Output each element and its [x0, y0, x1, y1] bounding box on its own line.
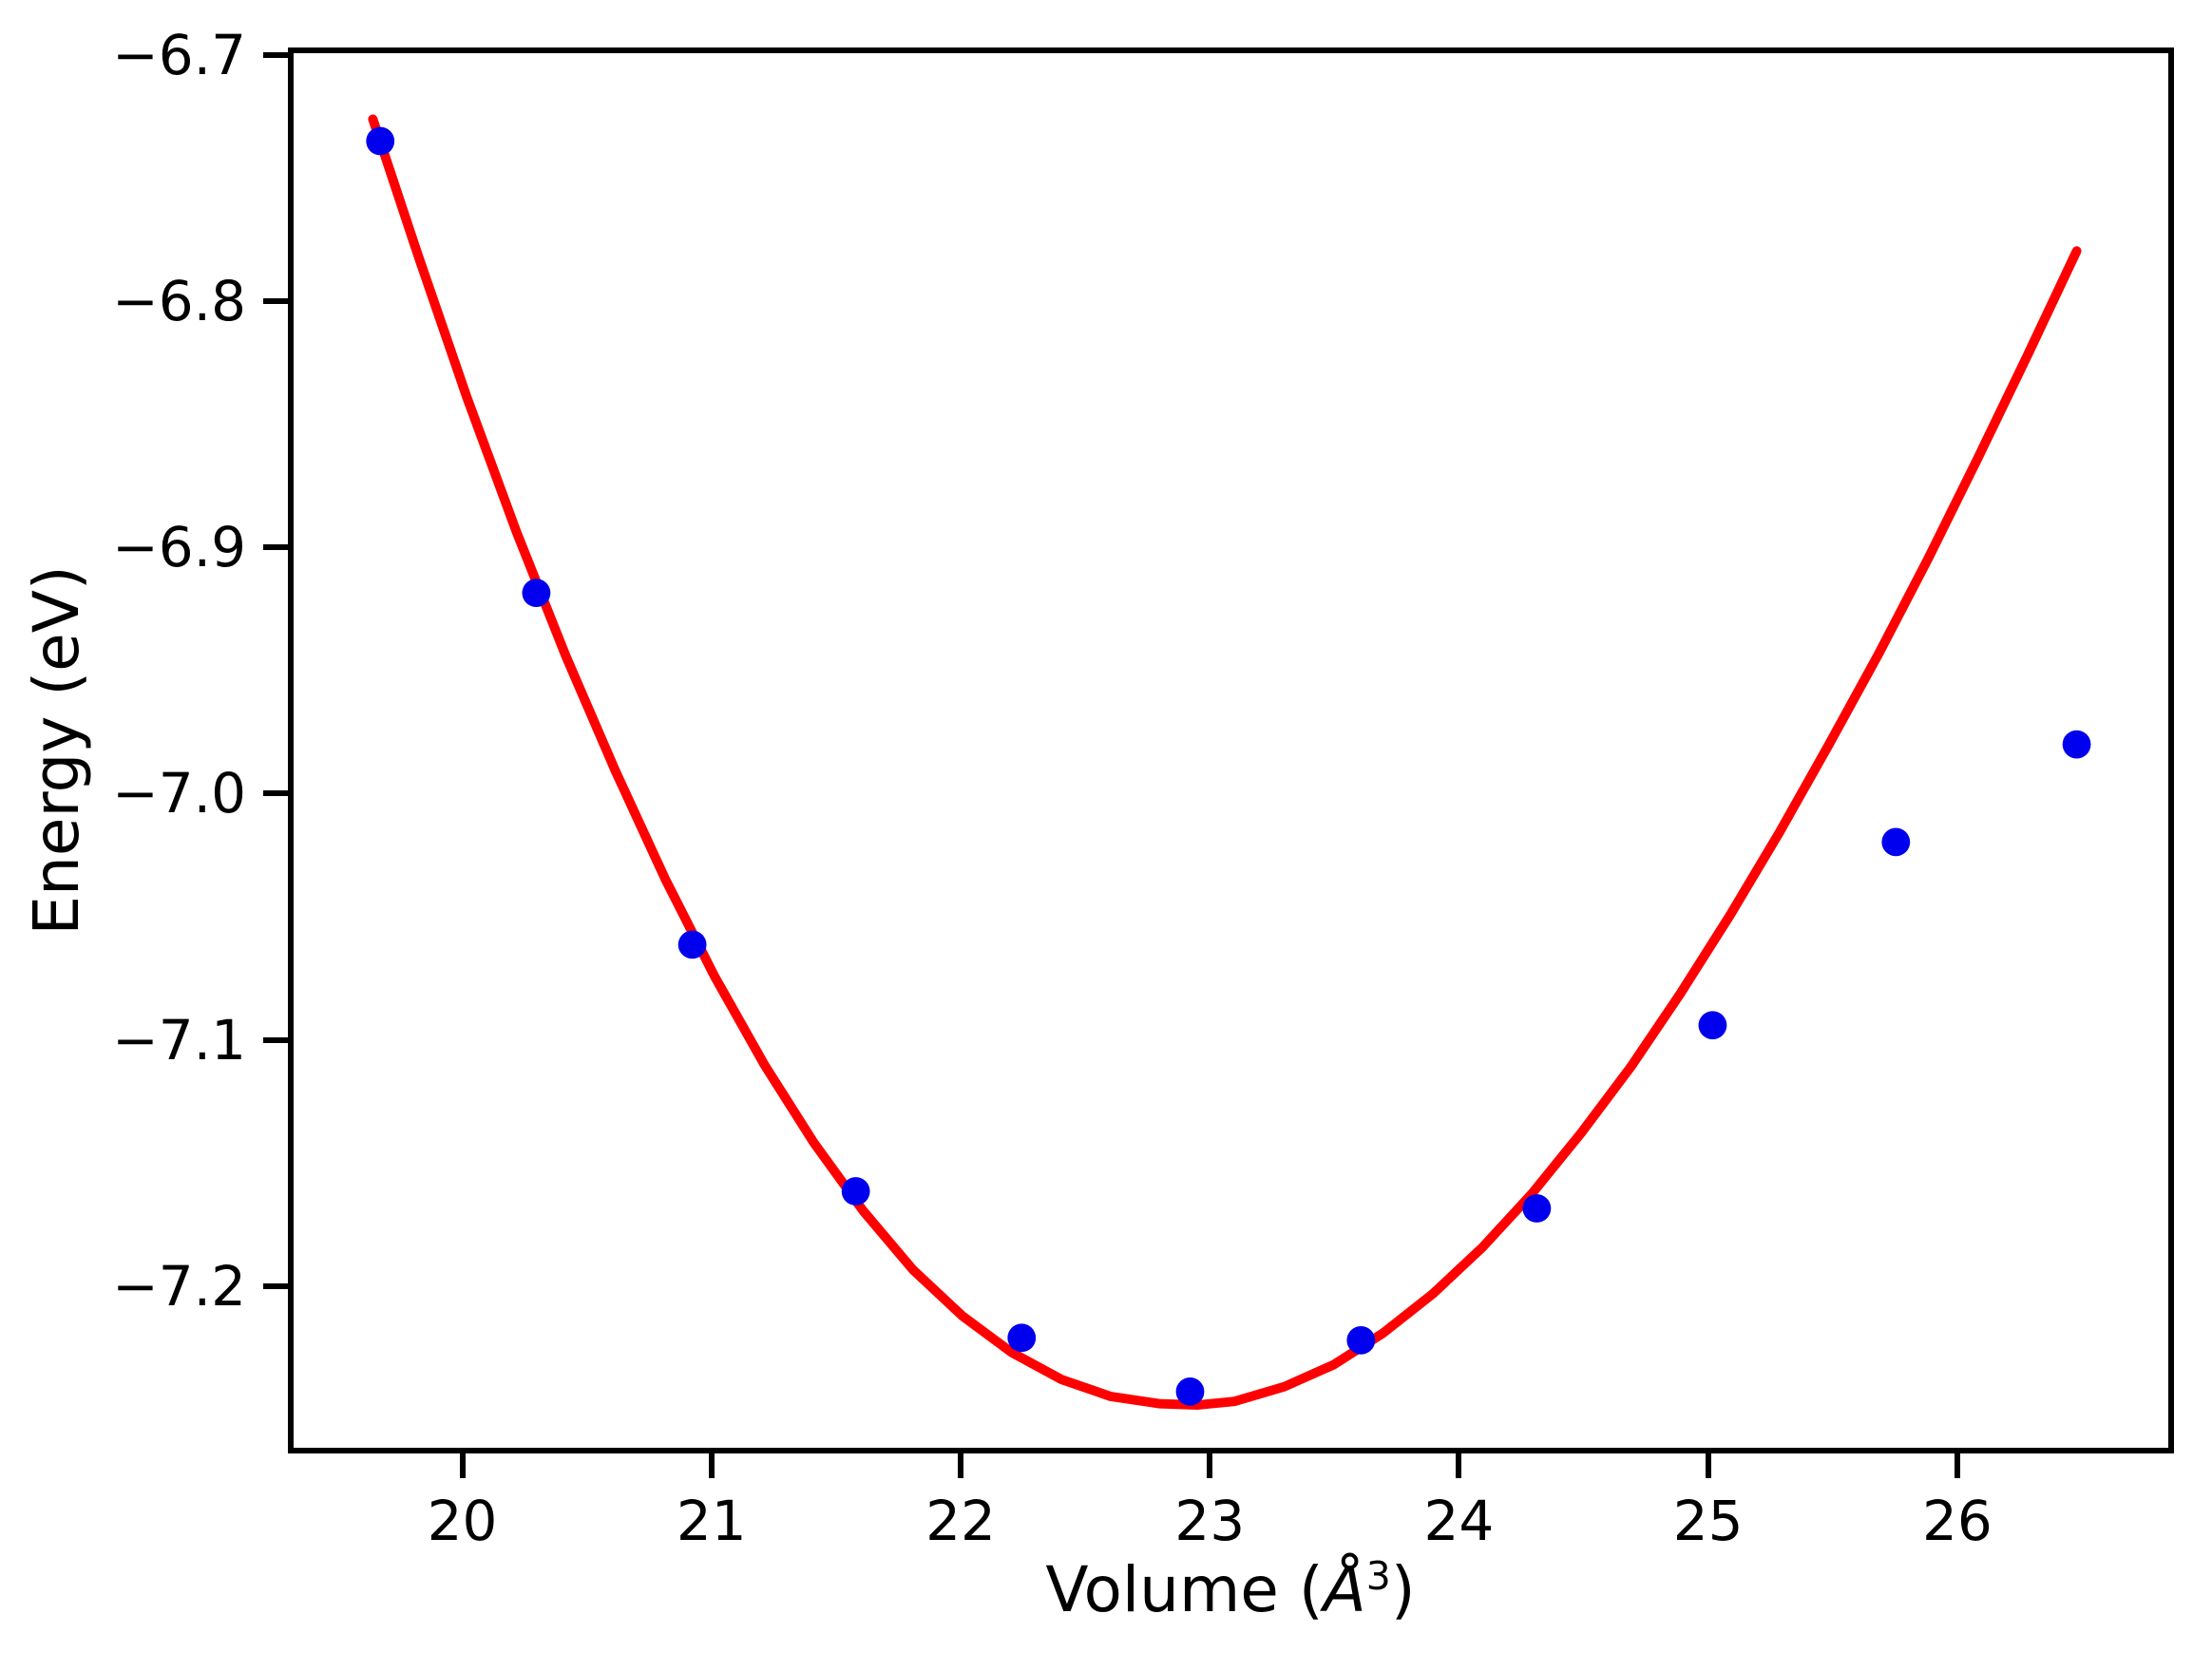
- x-axis-label-close: ): [1390, 1553, 1416, 1626]
- y-tick-mark: [263, 544, 288, 551]
- x-tick-mark: [1207, 1453, 1213, 1478]
- x-tick-label: 22: [925, 1489, 996, 1553]
- data-point-marker: [1007, 1323, 1037, 1353]
- y-tick-label: −6.9: [112, 515, 246, 580]
- x-tick-label: 20: [427, 1489, 498, 1553]
- x-tick-label: 26: [1921, 1489, 1993, 1553]
- eos-fit-curve: [368, 114, 2082, 1410]
- x-tick-mark: [708, 1453, 715, 1478]
- x-axis-label-text: Volume (: [1045, 1553, 1324, 1626]
- data-point-markers: [366, 126, 2091, 1406]
- y-tick-mark: [263, 790, 288, 797]
- data-point-marker: [522, 579, 551, 608]
- y-tick-label: −7.2: [112, 1253, 246, 1319]
- data-point-marker: [1881, 827, 1911, 857]
- data-point-marker: [841, 1177, 870, 1206]
- y-tick-label: −7.1: [112, 1007, 246, 1073]
- data-point-marker: [2062, 730, 2091, 759]
- x-tick-label: 23: [1174, 1489, 1246, 1553]
- y-tick-mark: [263, 1036, 288, 1043]
- x-tick-label: 21: [676, 1489, 747, 1553]
- data-point-marker: [677, 930, 707, 959]
- x-tick-mark: [1705, 1453, 1711, 1478]
- data-point-marker: [366, 126, 395, 156]
- x-tick-label: 25: [1672, 1489, 1744, 1553]
- y-tick-label: −6.8: [112, 268, 246, 333]
- data-point-marker: [1522, 1194, 1552, 1223]
- angstrom-symbol: Å: [1323, 1553, 1366, 1626]
- x-tick-mark: [1954, 1453, 1960, 1478]
- x-axis-label: Volume (Å3): [1045, 1557, 1415, 1622]
- x-tick-label: 24: [1423, 1489, 1495, 1553]
- data-point-marker: [1175, 1377, 1205, 1406]
- plot-drawing-area: [366, 114, 2091, 1410]
- x-axis-label-exponent: 3: [1365, 1553, 1391, 1599]
- y-tick-mark: [263, 51, 288, 58]
- x-tick-mark: [957, 1453, 963, 1478]
- data-point-marker: [1698, 1011, 1727, 1040]
- y-tick-mark: [263, 1282, 288, 1289]
- plot-axes-frame: [288, 47, 2174, 1453]
- data-point-marker: [1346, 1325, 1376, 1355]
- y-tick-label: −6.7: [112, 22, 246, 87]
- y-axis-label: Energy (eV): [20, 565, 93, 936]
- x-tick-mark: [1456, 1453, 1462, 1478]
- y-tick-mark: [263, 297, 288, 304]
- y-tick-label: −7.0: [112, 761, 246, 826]
- x-tick-mark: [459, 1453, 466, 1478]
